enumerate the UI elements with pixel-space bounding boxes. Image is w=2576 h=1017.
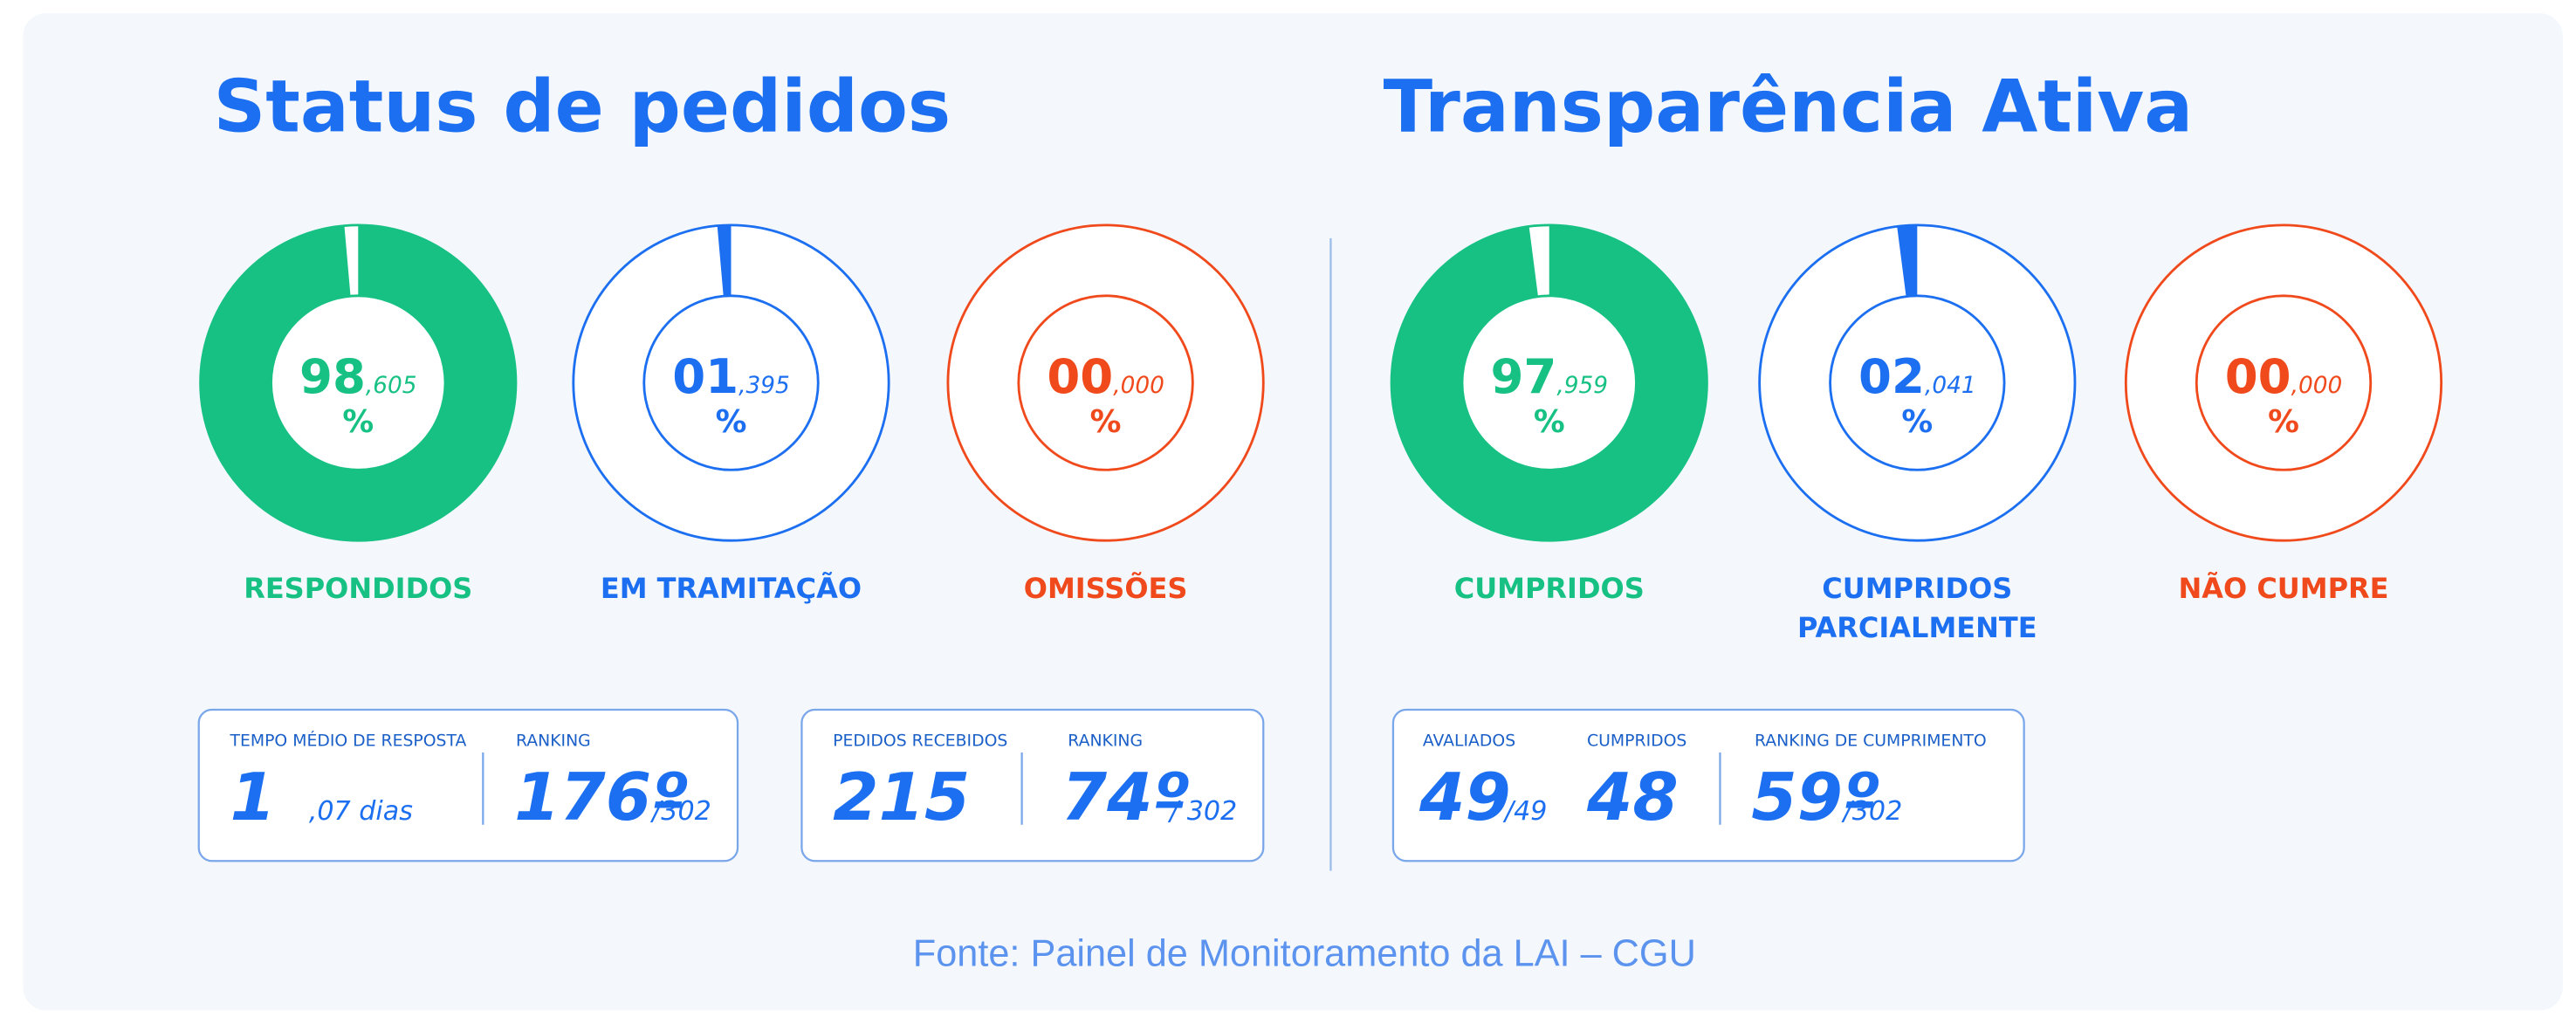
stat-label: AVALIADOS xyxy=(1423,732,1515,750)
stat-label: RANKING DE CUMPRIMENTO xyxy=(1755,732,1987,750)
donut-value: 00,000 xyxy=(2225,348,2343,404)
stat-box xyxy=(1391,708,2025,862)
value-dec: ,395 xyxy=(738,373,790,399)
value-dec: ,041 xyxy=(1925,373,1976,399)
footer: Fonte: Painel de Monitoramento da LAI – … xyxy=(913,933,1696,975)
donut-inner-outline xyxy=(1017,294,1194,471)
stat-box xyxy=(800,708,1265,862)
stat-label: CUMPRIDOS xyxy=(1587,732,1686,750)
donut-segment xyxy=(1897,224,1918,297)
donut-inner-outline xyxy=(2195,294,2373,471)
donut-outline xyxy=(2124,223,2443,542)
stat-sub: /302 xyxy=(1841,796,1903,827)
stat-box xyxy=(197,708,739,862)
stat-sub: /49 xyxy=(1502,796,1547,827)
value-dec: ,000 xyxy=(2291,373,2343,399)
donut-label: NÃO CUMPRE xyxy=(2178,572,2388,605)
value-unit: % xyxy=(2268,404,2299,440)
donut-value: 98,605 xyxy=(299,348,417,404)
stat-value: 59º xyxy=(1751,759,1879,835)
value-dec: ,959 xyxy=(1556,373,1608,399)
stat-value: 49 xyxy=(1419,759,1511,835)
donut-label: PARCIALMENTE xyxy=(1797,611,2037,644)
donut-value: 00,000 xyxy=(1047,348,1164,404)
stat-value: 1 xyxy=(230,759,275,835)
value-int: 97 xyxy=(1490,348,1556,404)
section-title: Transparência Ativa xyxy=(1384,65,2193,149)
value-unit: % xyxy=(1090,404,1122,440)
value-unit: % xyxy=(716,404,747,440)
stat-value: 74º xyxy=(1061,759,1190,835)
stat-sub: ,07 dias xyxy=(309,796,413,827)
stat-label: PEDIDOS RECEBIDOS xyxy=(833,732,1007,750)
stat-label: RANKING xyxy=(1068,732,1143,750)
stat-value: 48 xyxy=(1586,759,1679,835)
stat-sub: / 302 xyxy=(1167,796,1237,827)
value-dec: ,605 xyxy=(366,373,417,399)
stat-sub: /302 xyxy=(649,796,711,827)
stat-label: TEMPO MÉDIO DE RESPOSTA xyxy=(229,730,466,750)
stat-value: 176º xyxy=(514,759,689,835)
stat-label: RANKING xyxy=(516,732,591,750)
donut-value: 02,041 xyxy=(1858,348,1976,404)
value-int: 00 xyxy=(2225,348,2291,404)
donut-label: EM TRAMITAÇÃO xyxy=(601,572,862,605)
stat-value: 215 xyxy=(833,759,970,835)
donut-label: OMISSÕES xyxy=(1024,571,1188,605)
value-unit: % xyxy=(1901,404,1933,440)
value-unit: % xyxy=(1534,404,1565,440)
donut-segment xyxy=(1391,224,1707,541)
donut-label: RESPONDIDOS xyxy=(244,572,472,605)
donut-label: CUMPRIDOS xyxy=(1454,572,1645,605)
value-int: 02 xyxy=(1858,348,1925,404)
value-int: 00 xyxy=(1047,348,1113,404)
donut-segment xyxy=(717,224,732,297)
donut-segment xyxy=(200,224,516,541)
value-unit: % xyxy=(342,404,374,440)
value-dec: ,000 xyxy=(1113,373,1164,399)
donut-label: CUMPRIDOS xyxy=(1822,572,2012,605)
donut-outline xyxy=(946,223,1265,542)
value-int: 01 xyxy=(672,348,738,404)
donut-value: 01,395 xyxy=(672,348,790,404)
donut-value: 97,959 xyxy=(1490,348,1608,404)
section-title: Status de pedidos xyxy=(214,65,951,149)
value-int: 98 xyxy=(299,348,366,404)
